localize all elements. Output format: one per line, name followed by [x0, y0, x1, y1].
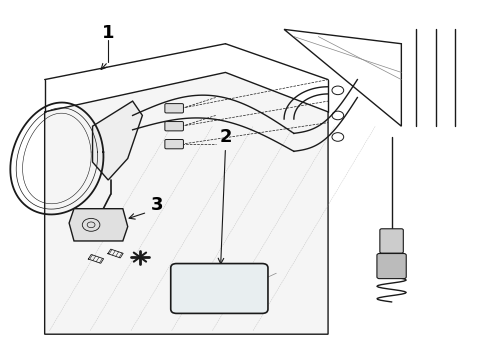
FancyBboxPatch shape [165, 139, 183, 149]
FancyBboxPatch shape [165, 122, 183, 131]
Polygon shape [45, 72, 328, 334]
FancyBboxPatch shape [377, 253, 406, 279]
Polygon shape [69, 209, 128, 241]
Text: 2: 2 [219, 128, 232, 146]
FancyBboxPatch shape [165, 104, 183, 113]
FancyBboxPatch shape [171, 264, 268, 314]
Text: 1: 1 [102, 24, 115, 42]
FancyBboxPatch shape [380, 229, 403, 253]
Text: 3: 3 [151, 196, 163, 214]
Polygon shape [93, 101, 143, 180]
